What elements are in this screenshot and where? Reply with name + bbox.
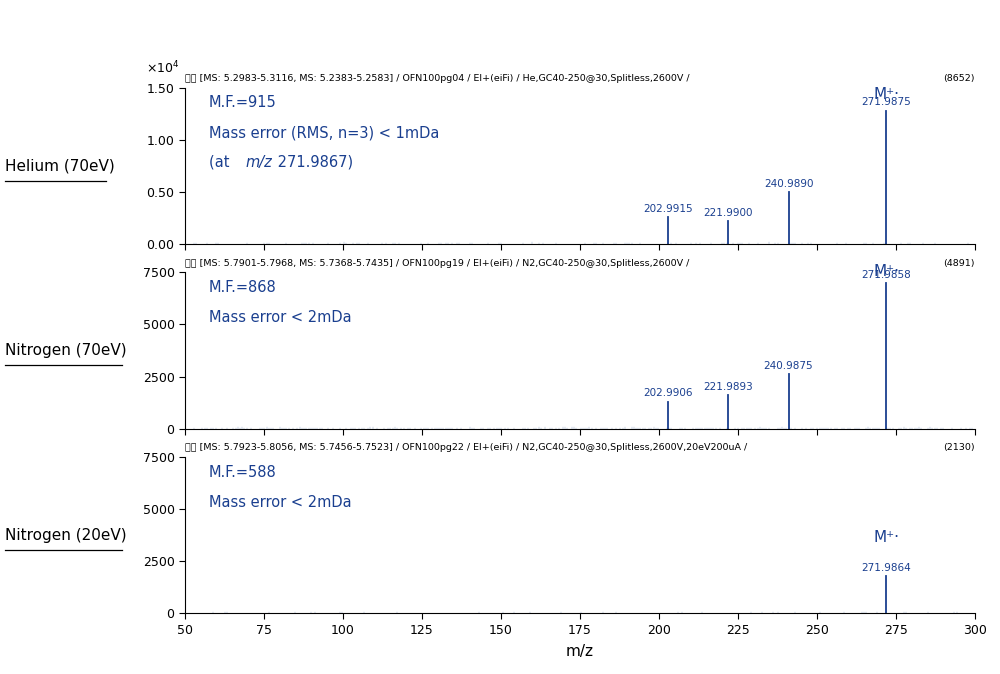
Text: m/z: m/z — [245, 155, 272, 170]
Text: Nitrogen (20eV): Nitrogen (20eV) — [5, 528, 127, 543]
Text: 271.9875: 271.9875 — [862, 98, 911, 107]
Text: M⁺·: M⁺· — [873, 87, 899, 102]
Text: (4891): (4891) — [944, 259, 975, 268]
Text: (at: (at — [209, 155, 234, 170]
Text: 221.9900: 221.9900 — [704, 208, 753, 218]
X-axis label: m/z: m/z — [566, 644, 594, 658]
Text: Nitrogen (70eV): Nitrogen (70eV) — [5, 343, 127, 358]
Text: Mass error < 2mDa: Mass error < 2mDa — [209, 310, 351, 325]
Text: Mass error (RMS, n=3) < 1mDa: Mass error (RMS, n=3) < 1mDa — [209, 125, 439, 140]
Text: 271.9858: 271.9858 — [862, 270, 911, 280]
Text: 221.9893: 221.9893 — [704, 382, 753, 392]
Text: M.F.=915: M.F.=915 — [209, 96, 276, 111]
Text: Mass error < 2mDa: Mass error < 2mDa — [209, 495, 351, 510]
Text: M⁺·: M⁺· — [873, 530, 899, 545]
Text: M⁺·: M⁺· — [873, 264, 899, 278]
Text: 240.9890: 240.9890 — [764, 179, 813, 189]
Text: Helium (70eV): Helium (70eV) — [5, 158, 115, 173]
Text: 202.9906: 202.9906 — [644, 388, 693, 398]
Text: 減算 [MS: 5.2983-5.3116, MS: 5.2383-5.2583] / OFN100pg04 / EI+(eiFi) / He,GC40-250: 減算 [MS: 5.2983-5.3116, MS: 5.2383-5.2583… — [185, 74, 690, 83]
Text: 減算 [MS: 5.7923-5.8056, MS: 5.7456-5.7523] / OFN100pg22 / EI+(eiFi) / N2,GC40-250: 減算 [MS: 5.7923-5.8056, MS: 5.7456-5.7523… — [185, 443, 747, 452]
Text: M.F.=868: M.F.=868 — [209, 280, 276, 295]
Text: (8652): (8652) — [944, 74, 975, 83]
Text: $\times10^4$: $\times10^4$ — [146, 60, 179, 77]
Text: 240.9875: 240.9875 — [764, 361, 813, 371]
Text: 271.9867): 271.9867) — [273, 155, 354, 170]
Text: 202.9915: 202.9915 — [644, 204, 693, 214]
Text: M.F.=588: M.F.=588 — [209, 465, 276, 480]
Text: (2130): (2130) — [943, 443, 975, 452]
Text: 271.9864: 271.9864 — [862, 563, 911, 573]
Text: 減算 [MS: 5.7901-5.7968, MS: 5.7368-5.7435] / OFN100pg19 / EI+(eiFi) / N2,GC40-250: 減算 [MS: 5.7901-5.7968, MS: 5.7368-5.7435… — [185, 259, 689, 268]
